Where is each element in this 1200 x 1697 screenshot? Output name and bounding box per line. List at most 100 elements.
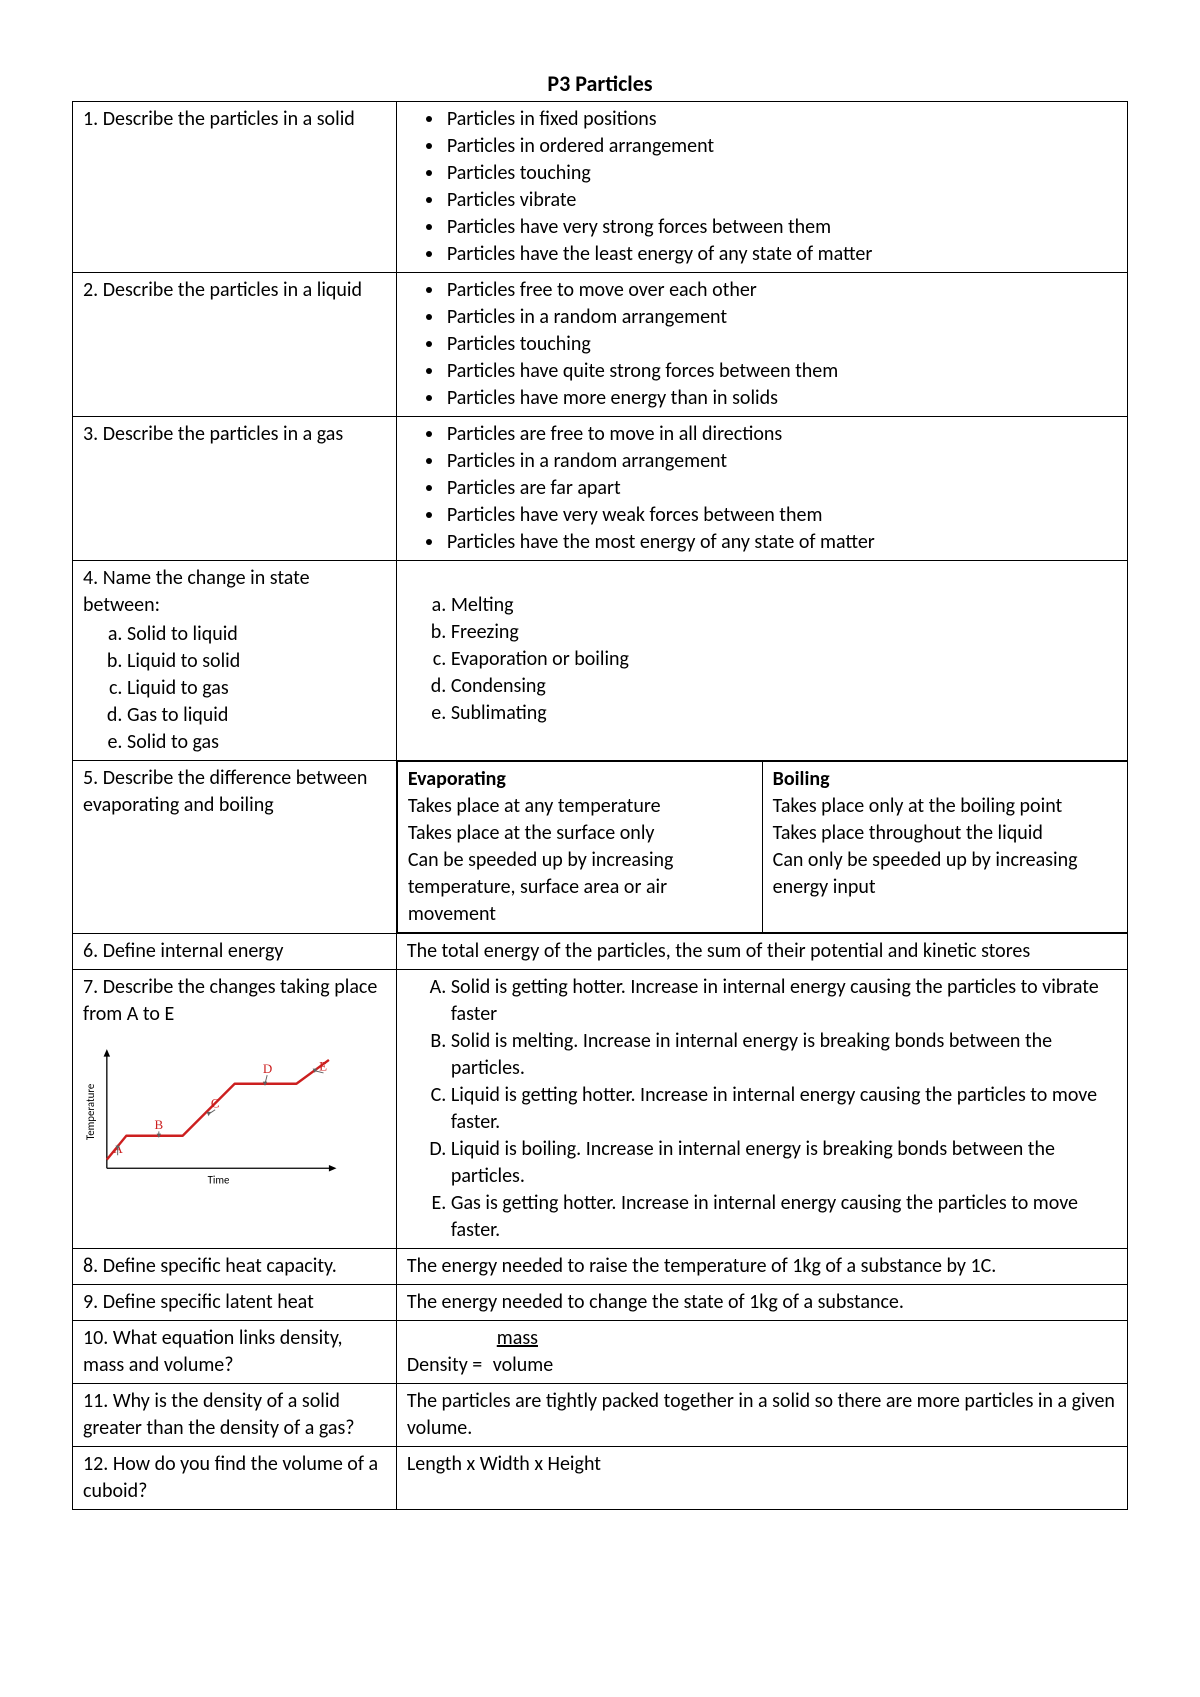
list-item: Particles have the most energy of any st… <box>445 529 1119 556</box>
list-item: Liquid to solid <box>127 648 388 675</box>
list-item: Particles free to move over each other <box>445 277 1119 304</box>
boiling-column: Boiling Takes place only at the boiling … <box>762 762 1127 933</box>
list-item: Liquid to gas <box>127 675 388 702</box>
svg-text:Temperature: Temperature <box>84 1084 97 1140</box>
fraction: mass volume <box>487 1325 553 1379</box>
list-item: Particles have quite strong forces betwe… <box>445 358 1119 385</box>
answer-cell: The energy needed to raise the temperatu… <box>396 1249 1127 1285</box>
question-cell: 5. Describe the difference between evapo… <box>73 761 397 934</box>
table-row: 10. What equation links density, mass an… <box>73 1321 1128 1384</box>
answer-list: Solid is getting hotter. Increase in int… <box>407 974 1119 1244</box>
question-cell: 10. What equation links density, mass an… <box>73 1321 397 1384</box>
list-item: Particles are far apart <box>445 475 1119 502</box>
answer-cell: The total energy of the particles, the s… <box>396 934 1127 970</box>
svg-text:C: C <box>211 1096 220 1111</box>
list-item: Gas to liquid <box>127 702 388 729</box>
list-item: Particles in a random arrangement <box>445 304 1119 331</box>
table-row: 11. Why is the density of a solid greate… <box>73 1384 1128 1447</box>
bullet-list: Particles in fixed positions Particles i… <box>407 106 1119 268</box>
question-cell: 6. Define internal energy <box>73 934 397 970</box>
page-title: P3 Particles <box>72 70 1128 97</box>
answer-cell: Particles are free to move in all direct… <box>396 417 1127 561</box>
equation-prefix: Density = <box>407 1353 487 1377</box>
question-cell: 12. How do you find the volume of a cubo… <box>73 1447 397 1510</box>
table-row: 6. Define internal energy The total ener… <box>73 934 1128 970</box>
list-item: Evaporation or boiling <box>451 646 1119 673</box>
table-row: 3. Describe the particles in a gas Parti… <box>73 417 1128 561</box>
list-item: Particles have very strong forces betwee… <box>445 214 1119 241</box>
numerator: mass <box>493 1325 553 1352</box>
list-item: Solid to gas <box>127 729 388 756</box>
text-line: Can be speeded up by increasing temperat… <box>408 847 754 928</box>
question-cell: 2. Describe the particles in a liquid <box>73 273 397 417</box>
heating-curve-chart: A B C D E Time Temperature <box>83 1038 343 1188</box>
answer-cell: Length x Width x Height <box>396 1447 1127 1510</box>
list-item: Particles vibrate <box>445 187 1119 214</box>
svg-text:D: D <box>263 1061 272 1076</box>
bullet-list: Particles free to move over each other P… <box>407 277 1119 412</box>
answer-cell: The energy needed to change the state of… <box>396 1285 1127 1321</box>
list-item: Solid is getting hotter. Increase in int… <box>451 974 1119 1028</box>
answer-cell: Evaporating Takes place at any temperatu… <box>396 761 1127 934</box>
column-header: Boiling <box>773 766 1119 793</box>
evaporating-column: Evaporating Takes place at any temperatu… <box>397 762 762 933</box>
list-item: Liquid is getting hotter. Increase in in… <box>451 1082 1119 1136</box>
chart-svg: A B C D E Time Temperature <box>83 1038 343 1188</box>
question-cell: 1. Describe the particles in a solid <box>73 102 397 273</box>
column-header: Evaporating <box>408 766 754 793</box>
list-item: Particles in fixed positions <box>445 106 1119 133</box>
text-line: Takes place at the surface only <box>408 820 754 847</box>
list-item: Solid is melting. Increase in internal e… <box>451 1028 1119 1082</box>
table-row: 4. Name the change in state between: Sol… <box>73 561 1128 761</box>
question-cell: 4. Name the change in state between: Sol… <box>73 561 397 761</box>
text-line: Takes place at any temperature <box>408 793 754 820</box>
answer-cell: Particles free to move over each other P… <box>396 273 1127 417</box>
list-item: Particles have more energy than in solid… <box>445 385 1119 412</box>
list-item: Liquid is boiling. Increase in internal … <box>451 1136 1119 1190</box>
answer-list: Melting Freezing Evaporation or boiling … <box>407 592 1119 727</box>
denominator: volume <box>493 1352 553 1379</box>
table-row: 12. How do you find the volume of a cubo… <box>73 1447 1128 1510</box>
svg-text:B: B <box>155 1117 164 1132</box>
question-cell: 11. Why is the density of a solid greate… <box>73 1384 397 1447</box>
question-cell: 9. Define specific latent heat <box>73 1285 397 1321</box>
compare-table: Evaporating Takes place at any temperatu… <box>397 761 1127 933</box>
bullet-list: Particles are free to move in all direct… <box>407 421 1119 556</box>
answer-cell: Solid is getting hotter. Increase in int… <box>396 970 1127 1249</box>
list-item: Particles in ordered arrangement <box>445 133 1119 160</box>
answer-cell: Melting Freezing Evaporation or boiling … <box>396 561 1127 761</box>
question-text: 7. Describe the changes taking place fro… <box>83 975 377 1026</box>
list-item: Solid to liquid <box>127 621 388 648</box>
question-cell: 8. Define specific heat capacity. <box>73 1249 397 1285</box>
svg-text:Time: Time <box>208 1173 230 1186</box>
worksheet-page: P3 Particles 1. Describe the particles i… <box>0 0 1200 1590</box>
question-cell: 3. Describe the particles in a gas <box>73 417 397 561</box>
svg-text:E: E <box>319 1059 327 1074</box>
answer-cell: The particles are tightly packed togethe… <box>396 1384 1127 1447</box>
list-item: Freezing <box>451 619 1119 646</box>
question-intro: 4. Name the change in state between: <box>83 565 388 619</box>
svg-text:A: A <box>113 1141 123 1156</box>
table-row: 8. Define specific heat capacity. The en… <box>73 1249 1128 1285</box>
list-item: Melting <box>451 592 1119 619</box>
list-item: Particles have the least energy of any s… <box>445 241 1119 268</box>
text-line: Takes place only at the boiling point <box>773 793 1119 820</box>
qa-table: 1. Describe the particles in a solid Par… <box>72 101 1128 1510</box>
list-item: Particles in a random arrangement <box>445 448 1119 475</box>
answer-cell: Density = mass volume <box>396 1321 1127 1384</box>
list-item: Particles are free to move in all direct… <box>445 421 1119 448</box>
list-item: Sublimating <box>451 700 1119 727</box>
table-row: 2. Describe the particles in a liquid Pa… <box>73 273 1128 417</box>
list-item: Condensing <box>451 673 1119 700</box>
text-line: Can only be speeded up by increasing ene… <box>773 847 1119 901</box>
table-row: 1. Describe the particles in a solid Par… <box>73 102 1128 273</box>
list-item: Particles have very weak forces between … <box>445 502 1119 529</box>
answer-cell: Particles in fixed positions Particles i… <box>396 102 1127 273</box>
sub-question-list: Solid to liquid Liquid to solid Liquid t… <box>83 621 388 756</box>
list-item: Gas is getting hotter. Increase in inter… <box>451 1190 1119 1244</box>
list-item: Particles touching <box>445 331 1119 358</box>
table-row: 9. Define specific latent heat The energ… <box>73 1285 1128 1321</box>
text-line: Takes place throughout the liquid <box>773 820 1119 847</box>
question-cell: 7. Describe the changes taking place fro… <box>73 970 397 1249</box>
list-item: Particles touching <box>445 160 1119 187</box>
